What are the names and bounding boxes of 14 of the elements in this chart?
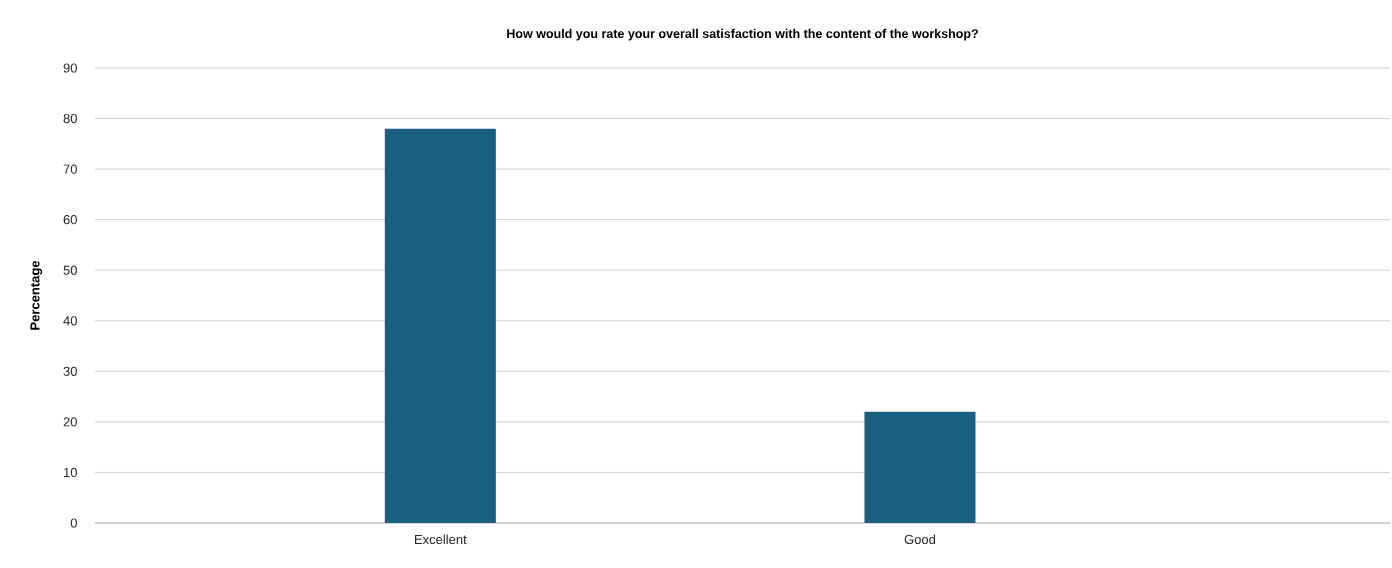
x-tick-label: Good [904, 534, 936, 545]
y-tick-label: 80 [63, 113, 77, 124]
y-axis-title: Percentage [30, 260, 43, 330]
y-tick-label: 0 [70, 518, 77, 528]
y-tick-label: 30 [63, 366, 77, 376]
chart-title: How would you rate your overall satisfaction with the content of the workshop? [507, 28, 978, 41]
y-tick-label: 90 [63, 63, 77, 73]
y-tick-label: 60 [63, 215, 77, 225]
y-tick-label: 20 [63, 417, 77, 427]
x-tick-label: Excellent [415, 534, 467, 545]
y-tick-label: 70 [63, 164, 77, 174]
y-tick-label: 10 [64, 467, 77, 478]
y-tick-label: 40 [63, 316, 77, 326]
y-tick-label: 50 [63, 265, 77, 275]
